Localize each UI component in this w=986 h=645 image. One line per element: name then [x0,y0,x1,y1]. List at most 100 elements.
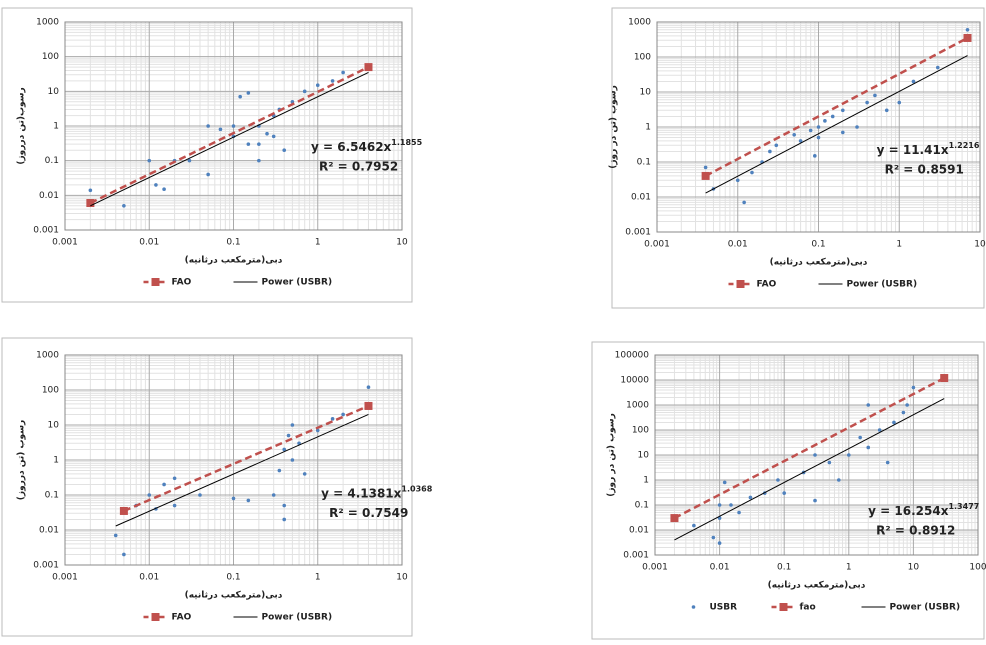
y-tick-label: 0.01 [39,191,59,201]
chart-frame [591,341,985,640]
trend-line [123,404,369,513]
x-tick-label: 10 [396,238,408,248]
data-point [813,498,817,503]
data-point [692,523,696,528]
y-tick-label: 0.001 [33,561,59,571]
y-tick-label: 0.1 [45,156,59,166]
y-tick-label: 10000 [620,376,649,386]
data-point [873,93,877,98]
data-point [827,460,832,465]
data-point [703,165,708,170]
x-tick-label: 0.001 [52,573,78,583]
x-tick-label: 0.1 [811,240,825,250]
data-point [892,420,896,425]
y-tick-label: 10 [638,451,650,461]
data-point [277,468,282,473]
data-point [841,130,845,135]
data-point [246,498,251,503]
data-point [901,410,906,415]
data-point [866,445,871,450]
y-tick-label: 100000 [615,351,650,361]
data-point [729,503,733,507]
legend-label: FAO [172,613,192,623]
y-tick-label: 0.01 [629,526,649,536]
x-tick-label: 0.001 [644,240,670,250]
data-point [735,178,740,183]
data-point [737,510,741,515]
chart-frame [1,337,413,637]
y-axis-label: رسوب (تن در روز) [607,413,617,497]
line-marker [670,514,679,523]
x-tick-label: 0.1 [226,238,240,248]
legend-symbol [779,603,788,611]
x-tick-label: 0.1 [226,573,240,583]
x-tick-label: 10 [396,573,408,583]
data-point [813,453,817,457]
legend-label: Power (USBR) [890,603,961,613]
data-point [162,482,166,487]
legend-label: Power (USBR) [847,280,918,290]
data-point [722,480,727,485]
data-point [748,495,753,500]
line-marker [86,199,95,208]
equation-text: y = 6.5462x [311,139,392,153]
data-point [911,385,916,390]
x-axis-label: دبی(مترمکعب درثانیه) [185,256,283,266]
plot-area [64,21,403,231]
chart-frame [1,7,413,303]
data-point [911,79,916,84]
r-squared: R² = 0.8591 [885,163,964,177]
data-point [122,552,126,557]
data-point [302,472,307,476]
legend-label: FAO [172,278,192,288]
trend-line [674,398,945,541]
y-tick-label: 0.1 [635,501,649,511]
data-point [866,403,871,407]
data-point [147,493,152,497]
data-point [808,128,813,133]
x-tick-label: 10 [908,563,920,573]
data-point [187,158,192,163]
x-tick-label: 0.01 [710,563,730,573]
y-tick-label: 100 [42,386,59,396]
line-marker [119,506,128,515]
equation-exponent: 1.1855 [391,137,422,146]
data-point [290,458,295,462]
data-point [330,417,335,421]
y-tick-label: 1000 [626,401,649,411]
y-tick-label: 100 [632,426,649,436]
line-marker [701,171,710,180]
y-tick-label: 0.1 [45,491,59,501]
line-marker [364,63,373,72]
equation-exponent: 1.3477 [948,502,979,511]
data-point [717,541,722,545]
legend-label: USBR [710,603,738,613]
y-tick-label: 10 [640,88,652,98]
trend-line [115,414,369,527]
y-axis-label: رسوب (تن در روز) [609,85,619,169]
data-point [798,139,803,143]
data-point [792,132,796,137]
x-tick-label: 0.01 [139,238,159,248]
data-point [271,134,276,139]
plot-area [656,21,981,233]
trend-line [90,72,369,207]
data-point [246,91,251,95]
data-point [782,491,786,495]
data-point [841,108,845,113]
equation-exponent: 1.0368 [401,484,432,493]
equation-text: y = 16.254x [868,504,949,518]
data-point [246,142,251,146]
data-point [885,460,890,465]
data-point [877,428,882,432]
data-point [816,125,821,129]
y-tick-label: 1000 [36,351,59,361]
data-point [836,478,841,482]
line-marker [364,401,373,410]
data-point [162,187,166,192]
data-point [830,114,835,119]
equation-text: y = 4.1381x [321,486,402,500]
data-point [282,447,287,452]
data-point [774,143,779,148]
